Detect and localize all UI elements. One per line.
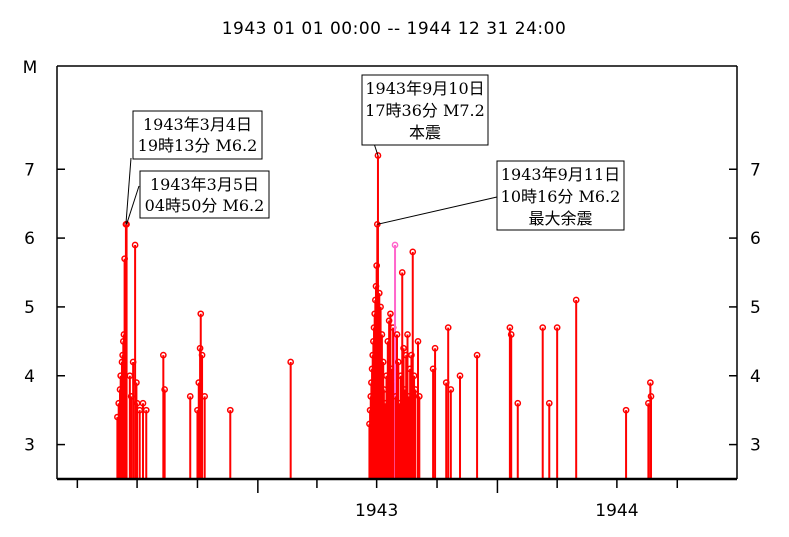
y-tick-label-right-6: 6 [750,229,761,249]
annotation-leader-0 [125,157,132,225]
stem-marker-75 [414,337,422,345]
x-tick-label-1943: 1943 [355,501,398,521]
stem-marker-60 [393,331,401,338]
x-tick-label-1944: 1944 [595,501,638,521]
stem-marker-87 [539,324,547,331]
annotation-text-1-1: 04時50分 M6.2 [145,196,265,215]
y-tick-label-left-3: 3 [24,436,35,456]
stem-marker-44 [374,152,382,159]
stem-marker-73 [410,372,418,380]
annotation-box-2 [361,74,489,146]
stem-marker-83 [473,351,481,359]
stem-marker-22 [186,393,194,400]
annotation-text-1-0: 1943年3月5日 [150,175,259,194]
stem-marker-54 [387,310,394,318]
stem-marker-81 [447,386,455,393]
stem-marker-15 [133,379,140,386]
stem-marker-91 [622,406,630,414]
stem-marker-28 [201,393,209,400]
stem-marker-27 [198,351,206,359]
y-tick-label-left-5: 5 [24,298,35,318]
stem-marker-86 [514,399,522,407]
stem-marker-82 [456,372,464,380]
annotation-box-1 [139,170,270,219]
annotation-text-2-2: 本震 [409,123,441,142]
stem-marker-18 [139,399,147,407]
stem-marker-21 [161,386,168,393]
annotation-box-3 [496,160,625,231]
stem-marker-80 [444,324,452,331]
stem-series [114,152,655,479]
stem-marker-65 [400,344,407,352]
stem-marker-53 [385,317,393,325]
stem-marker-94 [647,393,655,400]
y-tick-label-right-4: 4 [750,367,761,387]
annotation-box-0 [132,110,263,160]
stem-marker-76 [415,393,423,400]
stem-marker-30 [287,358,295,366]
stem-marker-26 [197,310,205,318]
stem-marker-14 [131,241,139,249]
y-tick-label-left-7: 7 [24,160,35,180]
plot-axes: 3 3 4 4 5 5 6 6 7 7 1943 1944 [24,65,761,521]
stem-marker-46 [377,303,384,311]
y-tick-label-right-5: 5 [750,298,761,318]
stem-marker-20 [159,351,167,359]
stem-marker-29 [226,406,234,414]
annotation-leader-3 [377,196,498,225]
annotation-text-2-1: 17時36分 M7.2 [365,101,485,120]
annotation-text-0-1: 19時13分 M6.2 [138,136,258,155]
stem-marker-68 [404,331,411,338]
y-tick-label-right-3: 3 [750,436,761,456]
y-tick-label-right-7: 7 [750,160,761,180]
annotation-text-2-0: 1943年9月10日 [365,79,484,98]
stem-marker-45 [375,289,383,297]
stem-marker-84 [506,324,514,331]
annotation-text-3-1: 10時16分 M6.2 [501,187,621,206]
chart-title: 1943 01 01 00:00 -- 1944 12 31 24:00 [222,19,567,39]
annotation-text-3-0: 1943年9月11日 [501,165,620,184]
annotation-text-3-2: 最大余震 [528,209,592,228]
stem-marker-48 [379,358,387,366]
stem-marker-71 [408,351,415,359]
stem-marker-88 [545,399,553,407]
stem-marker-47 [378,331,386,338]
annotation-text-0-0: 1943年3月4日 [143,115,252,134]
annotation-leader-1 [126,185,140,225]
stem-marker-72 [409,248,417,256]
annotation-layer: 1943年3月4日 19時13分 M6.2 1943年3月5日 04時50分 M6.2… [125,74,625,231]
stem-marker-64 [398,269,406,276]
stem-marker-61 [394,358,402,366]
stem-marker-85 [507,331,515,338]
y-tick-label-left-4: 4 [24,367,35,387]
stem-marker-78 [431,344,439,352]
stem-marker-90 [572,296,580,304]
y-axis-label: M [23,58,38,78]
y-tick-label-left-6: 6 [24,229,35,249]
stem-marker-93 [647,379,654,386]
stem-marker-58 [391,241,399,249]
stem-marker-89 [553,324,561,331]
stem-marker-19 [142,406,150,414]
